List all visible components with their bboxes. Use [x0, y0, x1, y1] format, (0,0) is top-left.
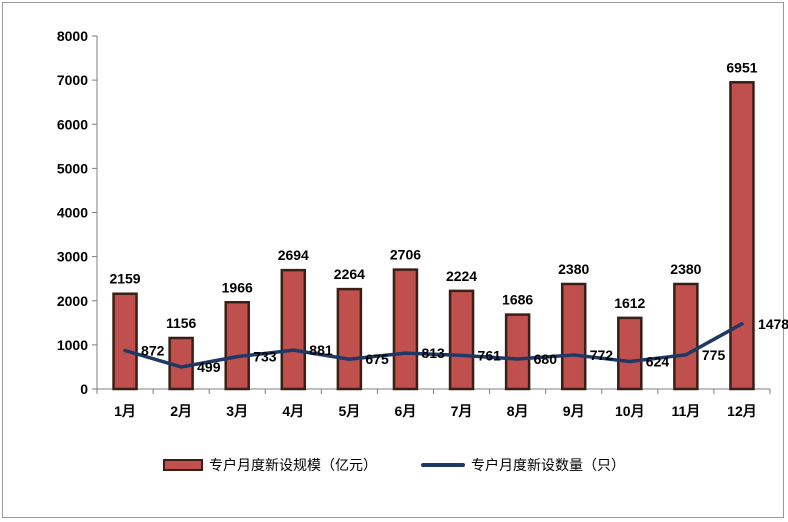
line-point [291, 348, 295, 352]
y-tick-label: 4000 [57, 205, 88, 221]
bar [729, 81, 755, 391]
legend-item-line: 专户月度新设数量（只） [421, 455, 625, 475]
bar [112, 292, 138, 391]
line-data-label: 680 [534, 351, 558, 367]
bar-data-label: 2380 [670, 261, 701, 277]
bar [617, 316, 643, 391]
bar-data-label: 1612 [614, 295, 645, 311]
line-point [516, 357, 520, 361]
bar-data-label: 1966 [222, 279, 253, 295]
line-path [123, 322, 744, 369]
y-tick-label: 1000 [57, 337, 88, 353]
bar-data-label: 2264 [334, 266, 365, 282]
line-data-label: 775 [702, 347, 726, 363]
x-tick-label: 6月 [395, 403, 417, 419]
line-point [235, 355, 239, 359]
bar [280, 268, 307, 391]
x-tick-label: 9月 [563, 403, 585, 419]
line-point [403, 351, 407, 355]
legend-item-bar: 专户月度新设规模（亿元） [163, 455, 377, 475]
bar-data-label: 2380 [558, 261, 589, 277]
x-tick-label: 4月 [282, 403, 304, 419]
line-data-label: 624 [646, 353, 670, 369]
line-data-label: 772 [590, 347, 614, 363]
line-data-label: 675 [365, 351, 389, 367]
bar-series [112, 81, 755, 391]
line-point [572, 353, 576, 357]
line-point [123, 349, 127, 353]
axes: 0 1000 2000 3000 4000 5000 6000 7000 8000 1月 2月 3月 4… [57, 28, 771, 419]
bar-data-label: 2224 [446, 268, 477, 284]
bar [336, 287, 363, 391]
line-point [628, 359, 632, 363]
bar [504, 313, 531, 391]
bar [448, 289, 475, 391]
y-tick-label: 7000 [57, 72, 88, 88]
y-tick-label: 5000 [57, 160, 88, 176]
y-tick-label: 3000 [57, 249, 88, 265]
x-tick-label: 11月 [671, 403, 700, 419]
bar-data-label: 2694 [278, 247, 309, 263]
line-data-label: 881 [309, 342, 333, 358]
y-tick-label: 0 [80, 381, 88, 397]
x-tick-label: 5月 [338, 403, 360, 419]
line-data-label: 733 [253, 349, 277, 365]
line-data-label: 499 [197, 359, 221, 375]
x-tick-label: 8月 [507, 403, 529, 419]
line-data-label: 761 [478, 347, 502, 363]
legend: 专户月度新设规模（亿元） 专户月度新设数量（只） [0, 452, 788, 478]
bar [392, 268, 419, 391]
bar-data-label: 6951 [726, 59, 757, 75]
line-point [460, 353, 464, 357]
x-tick-label: 12月 [727, 403, 757, 419]
bar-data-label: 2706 [390, 247, 421, 263]
y-tick-label: 8000 [57, 28, 88, 44]
bar [224, 301, 250, 391]
line-point [179, 365, 183, 369]
y-tick-label: 6000 [57, 116, 88, 132]
bar-data-label: 2159 [109, 271, 140, 287]
line-data-label: 872 [141, 343, 165, 359]
line-data-label: 813 [421, 345, 445, 361]
legend-bar-swatch [163, 459, 203, 471]
bar-data-label: 1686 [502, 292, 533, 308]
line-point [684, 353, 688, 357]
y-tick-label: 2000 [57, 293, 88, 309]
data-labels: 2159 1156 1966 2694 2264 2706 2224 1686 2380 1612… [109, 59, 788, 375]
legend-bar-label: 专户月度新设规模（亿元） [209, 458, 377, 474]
bar-data-label: 1156 [166, 315, 197, 331]
bar [673, 282, 699, 391]
bar [560, 282, 587, 391]
line-point [347, 357, 351, 361]
x-tick-label: 10月 [615, 403, 645, 419]
line-data-label: 1478 [758, 316, 788, 332]
x-tick-label: 2月 [170, 403, 192, 419]
x-tick-label: 1月 [114, 403, 136, 419]
x-tick-label: 7月 [451, 403, 473, 419]
line-point [740, 322, 744, 326]
legend-line-label: 专户月度新设数量（只） [471, 458, 625, 474]
line-series [123, 322, 744, 369]
x-tick-label: 3月 [226, 403, 248, 419]
legend-line-swatch [421, 463, 465, 467]
